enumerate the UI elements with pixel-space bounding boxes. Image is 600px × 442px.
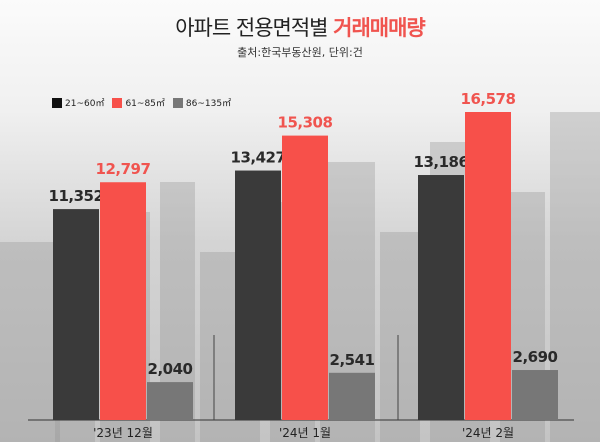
data-label: 13,186 <box>414 153 469 171</box>
bar <box>53 209 99 420</box>
data-label: 2,040 <box>148 360 193 378</box>
bar <box>418 175 464 420</box>
legend-swatch <box>112 97 123 108</box>
title-highlight: 거래매매량 <box>333 16 426 40</box>
bar <box>512 370 558 420</box>
data-label: 13,427 <box>231 149 286 167</box>
bar <box>465 112 511 420</box>
bar <box>235 170 281 420</box>
data-label: 2,690 <box>513 348 558 366</box>
legend-item: 61~85㎡ <box>112 96 165 109</box>
building-shape <box>380 232 420 442</box>
legend-label: 86~135㎡ <box>185 99 232 109</box>
building-shape <box>0 242 60 442</box>
legend: 21~60㎡ 61~85㎡ 86~135㎡ <box>52 96 231 109</box>
title-main: 아파트 전용면적별 <box>175 16 334 40</box>
data-label: 2,541 <box>330 351 375 369</box>
legend-item: 86~135㎡ <box>172 96 232 109</box>
data-label: 15,308 <box>278 114 333 132</box>
bar <box>282 135 328 420</box>
legend-label: 21~60㎡ <box>65 99 105 109</box>
chart-subtitle: 출처:한국부동산원, 단위:건 <box>237 46 363 59</box>
x-tick-label: '24년 1월 <box>279 426 331 440</box>
data-label: 16,578 <box>461 90 516 108</box>
legend-swatch <box>52 97 62 108</box>
data-label: 12,797 <box>96 160 151 178</box>
bar <box>329 372 375 420</box>
data-label: 11,352 <box>49 187 104 205</box>
building-shape <box>550 112 600 442</box>
legend-item: 21~60㎡ <box>52 96 104 109</box>
legend-label: 61~85㎡ <box>125 99 165 109</box>
x-tick-label: '23년 12월 <box>93 426 153 440</box>
legend-swatch <box>172 97 183 108</box>
x-tick-label: '24년 2월 <box>462 426 514 440</box>
bar <box>100 182 146 420</box>
chart-title: 아파트 전용면적별 거래매매량 <box>0 12 600 42</box>
bar <box>147 382 193 420</box>
